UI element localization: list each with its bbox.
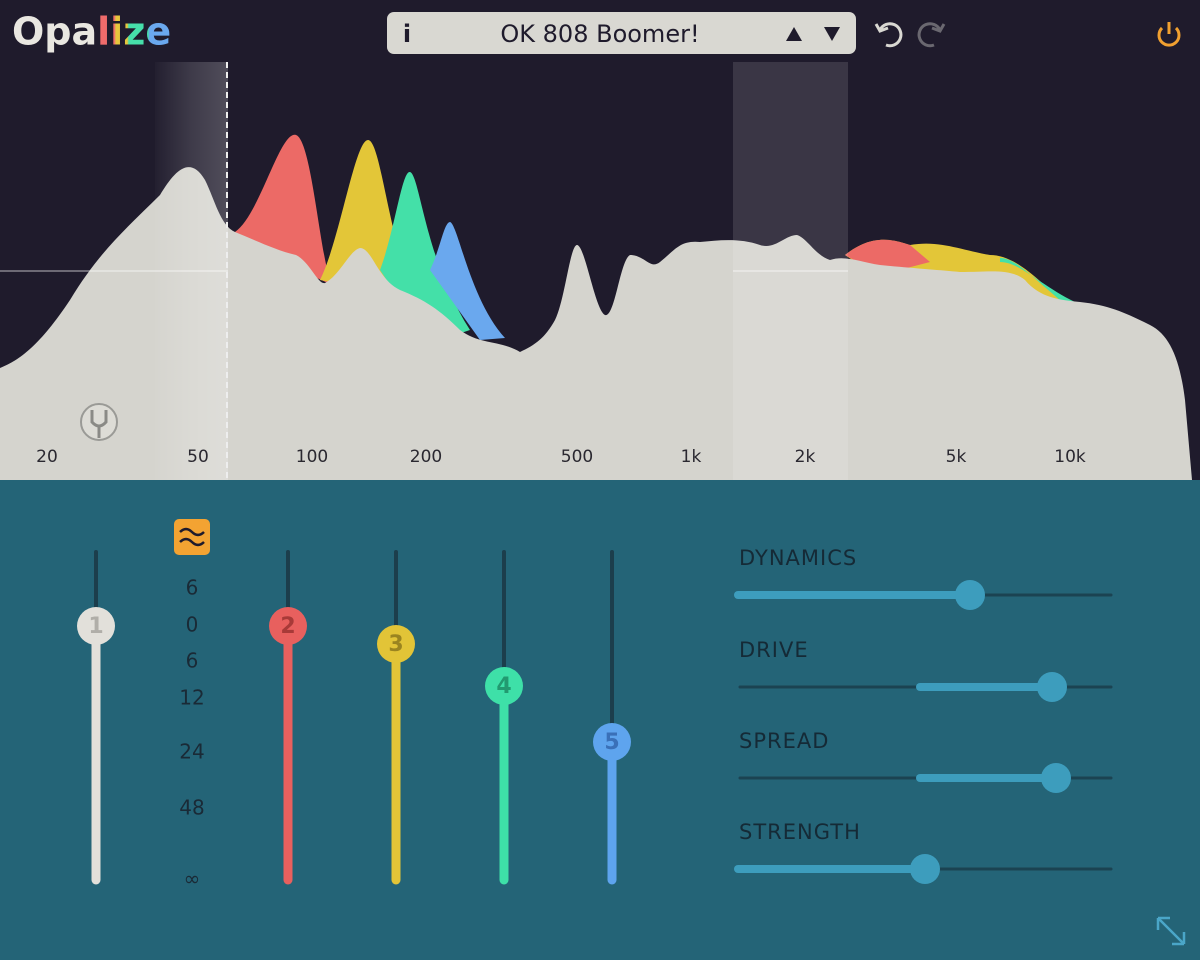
slider-label: SPREAD: [739, 729, 829, 753]
resize-handle[interactable]: [1156, 916, 1186, 946]
preset-next[interactable]: [824, 27, 840, 41]
band-highlight: [733, 62, 848, 480]
logo: Opalize: [12, 10, 171, 54]
band-highlight: [155, 62, 228, 480]
control-bg: [0, 480, 1200, 960]
scale-label: 12: [179, 686, 204, 710]
freq-label: 2k: [795, 447, 816, 467]
redo-button[interactable]: [917, 22, 946, 48]
slider-label: DRIVE: [739, 638, 809, 662]
param-slider[interactable]: DRIVE: [738, 638, 1113, 702]
info-button[interactable]: i: [403, 20, 411, 48]
scale-label: 0: [186, 613, 199, 637]
fader-number: 4: [496, 674, 511, 699]
fader-number: 1: [88, 614, 103, 639]
tuning-fork-icon[interactable]: [80, 403, 118, 441]
slider-knob: [910, 854, 940, 884]
scale-label: 24: [179, 740, 204, 764]
freq-label: 20: [36, 447, 58, 467]
fader-number: 5: [604, 730, 619, 755]
param-slider[interactable]: DYNAMICS: [734, 546, 1113, 610]
freq-label: 5k: [946, 447, 967, 467]
freq-label: 100: [296, 447, 328, 467]
freq-label: 500: [561, 447, 593, 467]
slider-label: STRENGTH: [739, 820, 861, 844]
slider-knob: [1037, 672, 1067, 702]
band-5-peak: [430, 222, 505, 340]
freq-label: 10k: [1054, 447, 1086, 467]
slider-knob: [955, 580, 985, 610]
freq-label: 200: [410, 447, 442, 467]
preset-box[interactable]: [387, 12, 856, 54]
spectrum-fill: [0, 167, 1192, 480]
freq-label: 50: [187, 447, 209, 467]
band-fader[interactable]: 3: [377, 550, 415, 885]
preset-name[interactable]: OK 808 Boomer!: [500, 20, 699, 48]
undo-button[interactable]: [874, 22, 903, 48]
slider-label: DYNAMICS: [739, 546, 857, 570]
auto-gain-button[interactable]: [174, 519, 210, 555]
scale-label: 6: [186, 576, 199, 600]
param-slider[interactable]: STRENGTH: [734, 820, 1113, 884]
scale-label: 48: [179, 796, 204, 820]
power-button[interactable]: [1157, 22, 1181, 47]
scale-label: 6: [186, 649, 199, 673]
fader-knob: [377, 625, 415, 663]
fader-knob: [77, 607, 115, 645]
freq-label: 1k: [681, 447, 702, 467]
fader-number: 3: [388, 632, 403, 657]
fader-knob: [269, 607, 307, 645]
fader-knob: [593, 723, 631, 761]
param-slider[interactable]: SPREAD: [738, 729, 1113, 793]
band-fader[interactable]: 2: [269, 550, 307, 885]
preset-prev[interactable]: [786, 27, 802, 41]
fader-knob: [485, 667, 523, 705]
band-hi-green: [1000, 258, 1075, 302]
scale-label: ∞: [184, 867, 201, 891]
band-fader[interactable]: 5: [593, 550, 631, 885]
band-fader[interactable]: 4: [485, 550, 523, 885]
fader-number: 2: [280, 614, 295, 639]
slider-knob: [1041, 763, 1071, 793]
band-fader[interactable]: 1: [77, 550, 115, 885]
